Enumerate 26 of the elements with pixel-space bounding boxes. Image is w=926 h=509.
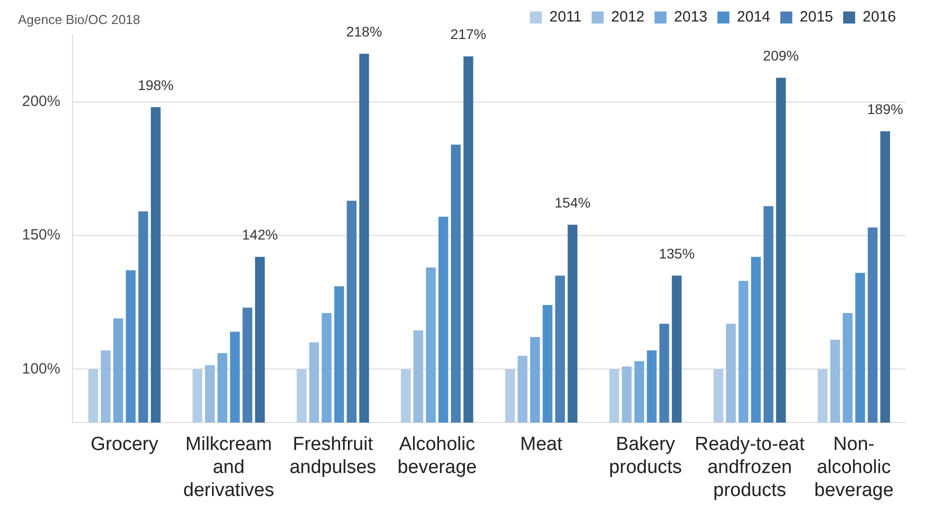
x-tick-label: Milkcream and derivatives xyxy=(183,434,274,501)
data-label: 154% xyxy=(554,194,590,211)
y-tick-label: 200% xyxy=(22,92,60,110)
data-label: 217% xyxy=(450,26,486,42)
x-tick-label: Grocery xyxy=(90,434,159,456)
x-tick-label: Alcoholic beverage xyxy=(397,434,477,478)
x-tick-label: Bakery products xyxy=(609,434,682,478)
y-tick-label: 150% xyxy=(22,226,60,244)
y-tick-label: 100% xyxy=(22,360,60,378)
x-tick-label: Non- alcoholic beverage xyxy=(814,434,894,501)
x-tick-label: Meat xyxy=(520,434,564,456)
data-label: 135% xyxy=(658,245,695,262)
legend-label: 2013 xyxy=(674,8,708,26)
legend-label: 2015 xyxy=(800,8,834,26)
x-tick-label: Ready-to-eat andfrozen products xyxy=(694,434,806,501)
data-label: 142% xyxy=(242,226,278,243)
data-label: 189% xyxy=(867,101,904,118)
data-label: 198% xyxy=(138,77,174,94)
legend-label: 2014 xyxy=(736,8,770,26)
legend-label: 2011 xyxy=(549,8,582,26)
legend-label: 2012 xyxy=(611,8,645,26)
text: Agence Bio/OC 2018 xyxy=(18,12,140,27)
legend-label: 2016 xyxy=(862,8,896,26)
x-tick-label: Freshfruit andpulses xyxy=(290,434,376,478)
data-label: 218% xyxy=(346,24,382,40)
data-label: 209% xyxy=(763,48,799,64)
